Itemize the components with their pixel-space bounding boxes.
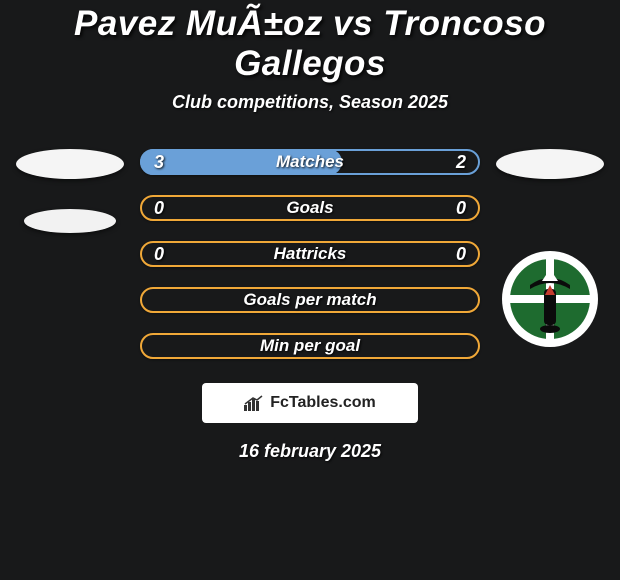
attribution-badge: FcTables.com	[202, 383, 418, 423]
stat-row: Min per goal	[140, 333, 480, 359]
right-player-column	[490, 149, 610, 349]
stat-row: 0 Hattricks 0	[140, 241, 480, 267]
stat-left-value: 0	[154, 244, 164, 265]
left-player-column	[10, 149, 130, 233]
left-badge-small	[24, 209, 116, 233]
stat-label: Hattricks	[274, 244, 347, 264]
attribution-text: FcTables.com	[270, 394, 376, 412]
stat-row: Goals per match	[140, 287, 480, 313]
left-badge-large	[16, 149, 124, 179]
subtitle: Club competitions, Season 2025	[0, 92, 620, 113]
stat-right-value: 0	[456, 198, 466, 219]
stat-label: Goals	[286, 198, 333, 218]
date-text: 16 february 2025	[0, 441, 620, 462]
stat-right-value: 2	[456, 152, 466, 173]
stat-row: 3 Matches 2	[140, 149, 480, 175]
club-logo	[500, 249, 600, 349]
stat-left-value: 3	[154, 152, 164, 173]
page-title: Pavez MuÃ±oz vs Troncoso Gallegos	[0, 4, 620, 84]
stat-right-value: 0	[456, 244, 466, 265]
stat-row: 0 Goals 0	[140, 195, 480, 221]
stat-left-value: 0	[154, 198, 164, 219]
stat-label: Min per goal	[260, 336, 360, 356]
stat-label: Matches	[276, 152, 344, 172]
stat-label: Goals per match	[243, 290, 376, 310]
right-badge-large	[496, 149, 604, 179]
comparison-grid: 3 Matches 2 0 Goals 0 0 Hattricks 0 Goals per mat…	[0, 149, 620, 359]
stats-list: 3 Matches 2 0 Goals 0 0 Hattricks 0 Goals per mat…	[130, 149, 490, 359]
